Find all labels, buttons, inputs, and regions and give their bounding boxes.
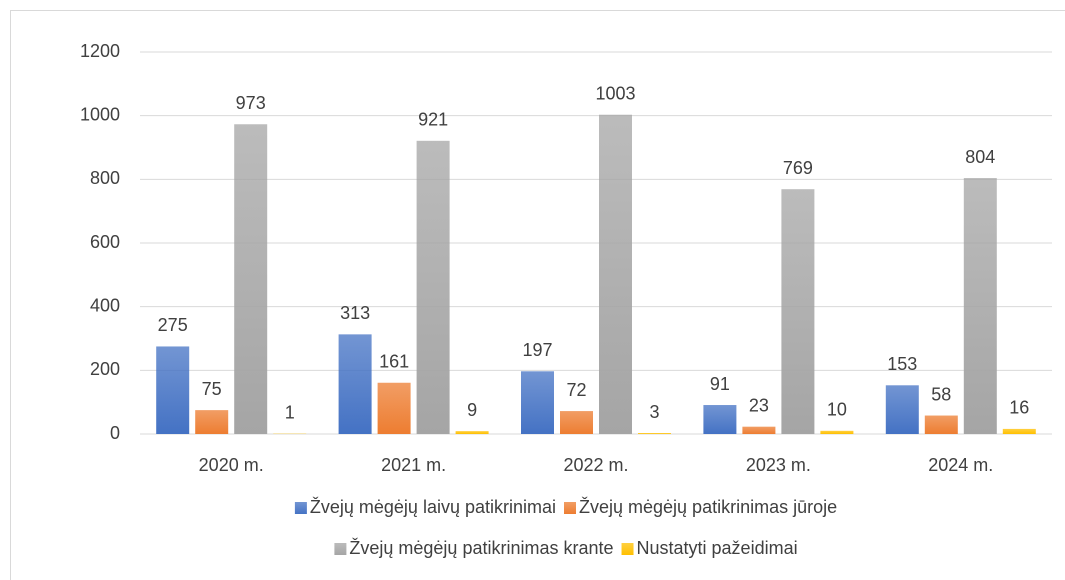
data-label: 9 (467, 400, 477, 420)
bar (963, 178, 997, 434)
y-tick-label: 800 (90, 168, 120, 188)
legend-label: Nustatyti pažeidimai (637, 538, 798, 558)
y-tick-label: 0 (110, 423, 120, 443)
bar (338, 334, 372, 434)
bar (599, 114, 632, 434)
bar (521, 371, 554, 434)
bar (742, 426, 776, 434)
data-label: 804 (965, 147, 995, 167)
data-label: 161 (379, 351, 409, 371)
data-label: 91 (710, 374, 730, 394)
x-tick-label: 2021 m. (381, 455, 446, 475)
bar (156, 346, 190, 434)
x-tick-label: 2022 m. (563, 455, 628, 475)
bar (781, 189, 815, 434)
legend-swatch (564, 502, 576, 514)
data-label: 3 (649, 402, 659, 422)
bar (1002, 428, 1036, 434)
data-label: 769 (783, 158, 813, 178)
y-tick-label: 600 (90, 232, 120, 252)
bar (703, 405, 737, 434)
data-label: 973 (236, 93, 266, 113)
y-tick-label: 1000 (80, 104, 120, 124)
x-tick-label: 2024 m. (928, 455, 993, 475)
data-label: 72 (566, 380, 586, 400)
bar (638, 433, 671, 434)
bar (416, 140, 450, 434)
data-label: 1003 (595, 83, 635, 103)
chart-border (10, 10, 1065, 580)
data-label: 197 (522, 340, 552, 360)
legend-swatch (621, 543, 634, 555)
data-label: 921 (418, 110, 448, 130)
bar (820, 430, 854, 434)
bar (234, 124, 268, 435)
y-tick-label: 1200 (80, 41, 120, 61)
legend-swatch (334, 543, 347, 555)
x-tick-label: 2020 m. (199, 455, 264, 475)
data-label: 16 (1009, 398, 1029, 418)
data-label: 1 (285, 402, 295, 422)
legend-label: Žvejų mėgėjų patikrinimas krante (349, 538, 613, 558)
bar (924, 415, 958, 434)
x-tick-label: 2023 m. (746, 455, 811, 475)
data-label: 10 (827, 400, 847, 420)
data-label: 313 (340, 303, 370, 323)
data-label: 275 (158, 315, 188, 335)
bar (455, 431, 489, 434)
data-label: 58 (931, 384, 951, 404)
data-label: 153 (887, 354, 917, 374)
data-label: 75 (202, 379, 222, 399)
data-label: 23 (749, 395, 769, 415)
bar (885, 385, 919, 434)
bar (377, 382, 411, 434)
legend-swatch (294, 502, 307, 514)
legend-label: Žvejų mėgėjų patikrinimas jūroje (579, 497, 837, 517)
bar (195, 410, 229, 434)
bar (560, 411, 593, 434)
legend-label: Žvejų mėgėjų laivų patikrinimai (310, 497, 556, 517)
y-tick-label: 200 (90, 359, 120, 379)
y-tick-label: 400 (90, 295, 120, 315)
